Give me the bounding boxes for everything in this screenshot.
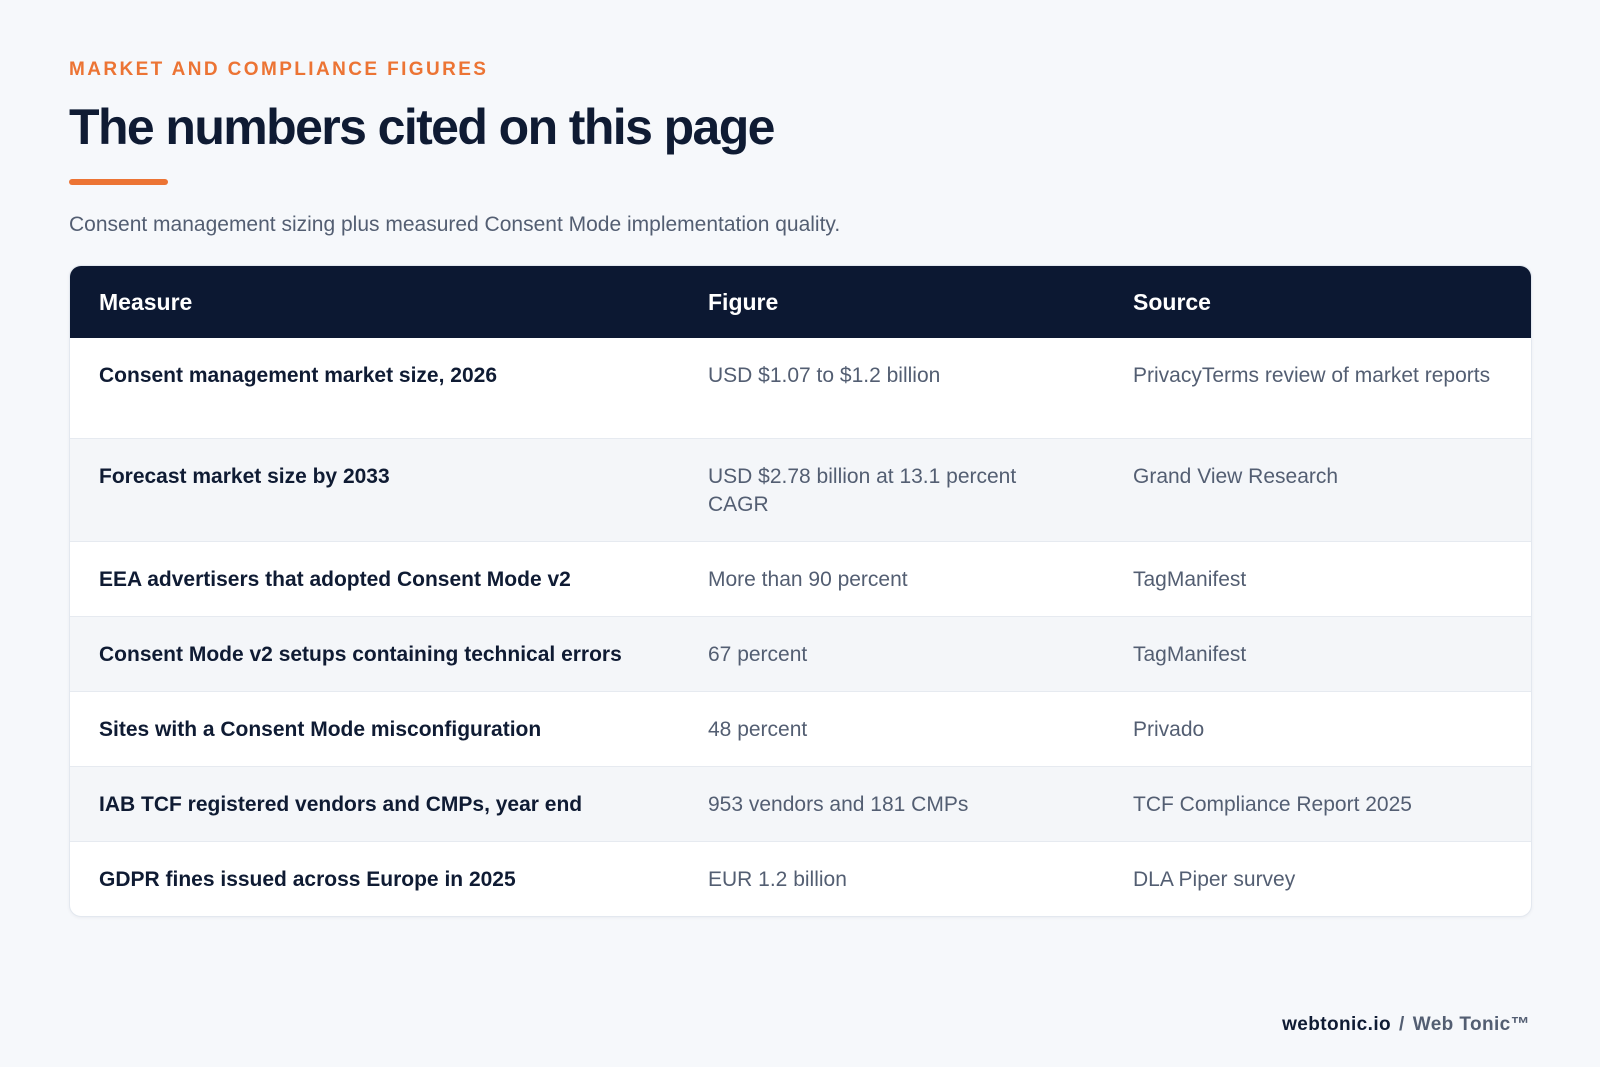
source-cell: Grand View Research bbox=[1133, 465, 1339, 488]
column-header-measure: Measure bbox=[99, 288, 193, 315]
footer-credit: webtonic.io / Web Tonic™ bbox=[1282, 1014, 1530, 1036]
measure-cell: EEA advertisers that adopted Consent Mod… bbox=[99, 568, 571, 591]
figure-cell: USD $1.07 to $1.2 billion bbox=[708, 364, 941, 387]
table-row: EEA advertisers that adopted Consent Mod… bbox=[70, 541, 1531, 617]
table-row: Sites with a Consent Mode misconfigurati… bbox=[70, 691, 1531, 767]
figure-cell: EUR 1.2 billion bbox=[708, 868, 847, 891]
footer-site-link[interactable]: webtonic.io bbox=[1282, 1014, 1392, 1035]
source-cell: TCF Compliance Report 2025 bbox=[1133, 793, 1412, 816]
table-row: Forecast market size by 2033 USD $2.78 b… bbox=[70, 438, 1531, 542]
figures-table-card: Measure Figure Source Consent management… bbox=[69, 265, 1532, 917]
source-cell: PrivacyTerms review of market reports bbox=[1133, 364, 1491, 387]
figure-cell: 67 percent bbox=[708, 643, 808, 666]
figure-cell: 953 vendors and 181 CMPs bbox=[708, 793, 969, 816]
footer-separator: / bbox=[1399, 1014, 1405, 1035]
table-row: Consent management market size, 2026 USD… bbox=[70, 338, 1531, 439]
table-row: Consent Mode v2 setups containing techni… bbox=[70, 616, 1531, 692]
title-accent-divider bbox=[69, 179, 168, 185]
eyebrow-label: MARKET AND COMPLIANCE FIGURES bbox=[69, 59, 489, 80]
source-cell: TagManifest bbox=[1133, 643, 1247, 666]
source-cell: Privado bbox=[1133, 718, 1205, 741]
measure-cell: GDPR fines issued across Europe in 2025 bbox=[99, 868, 516, 891]
source-cell: DLA Piper survey bbox=[1133, 868, 1296, 891]
figure-cell: USD $2.78 billion at 13.1 percent CAGR bbox=[708, 465, 1017, 516]
content-wrapper: MARKET AND COMPLIANCE FIGURES The number… bbox=[69, 57, 1532, 917]
page-subtitle: Consent management sizing plus measured … bbox=[69, 213, 841, 236]
column-header-source: Source bbox=[1133, 288, 1211, 315]
table-header-row: Measure Figure Source bbox=[70, 266, 1531, 338]
figure-cell: More than 90 percent bbox=[708, 568, 908, 591]
measure-cell: Forecast market size by 2033 bbox=[99, 465, 390, 488]
page-title: The numbers cited on this page bbox=[69, 99, 775, 155]
measure-cell: Sites with a Consent Mode misconfigurati… bbox=[99, 718, 542, 741]
measure-cell: Consent Mode v2 setups containing techni… bbox=[99, 643, 622, 666]
figures-table: Measure Figure Source Consent management… bbox=[70, 266, 1531, 916]
column-header-figure: Figure bbox=[708, 288, 779, 315]
figure-cell: 48 percent bbox=[708, 718, 808, 741]
table-header: Measure Figure Source bbox=[70, 266, 1531, 338]
measure-cell: IAB TCF registered vendors and CMPs, yea… bbox=[99, 793, 583, 816]
measure-cell: Consent management market size, 2026 bbox=[99, 364, 497, 387]
table-row: IAB TCF registered vendors and CMPs, yea… bbox=[70, 766, 1531, 842]
source-cell: TagManifest bbox=[1133, 568, 1247, 591]
table-row: GDPR fines issued across Europe in 2025 … bbox=[70, 841, 1531, 917]
footer-brand: Web Tonic™ bbox=[1412, 1014, 1530, 1035]
table-body: Consent management market size, 2026 USD… bbox=[70, 338, 1531, 916]
